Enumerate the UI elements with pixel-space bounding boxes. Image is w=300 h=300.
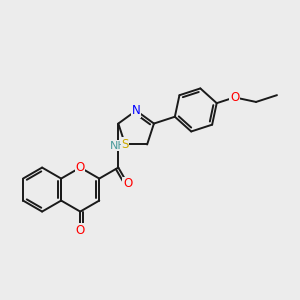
- Text: NH: NH: [110, 141, 127, 151]
- Text: O: O: [76, 161, 85, 174]
- Text: O: O: [230, 91, 239, 104]
- Text: O: O: [76, 224, 85, 237]
- Text: O: O: [123, 177, 132, 190]
- Text: S: S: [122, 138, 129, 151]
- Text: N: N: [132, 104, 140, 117]
